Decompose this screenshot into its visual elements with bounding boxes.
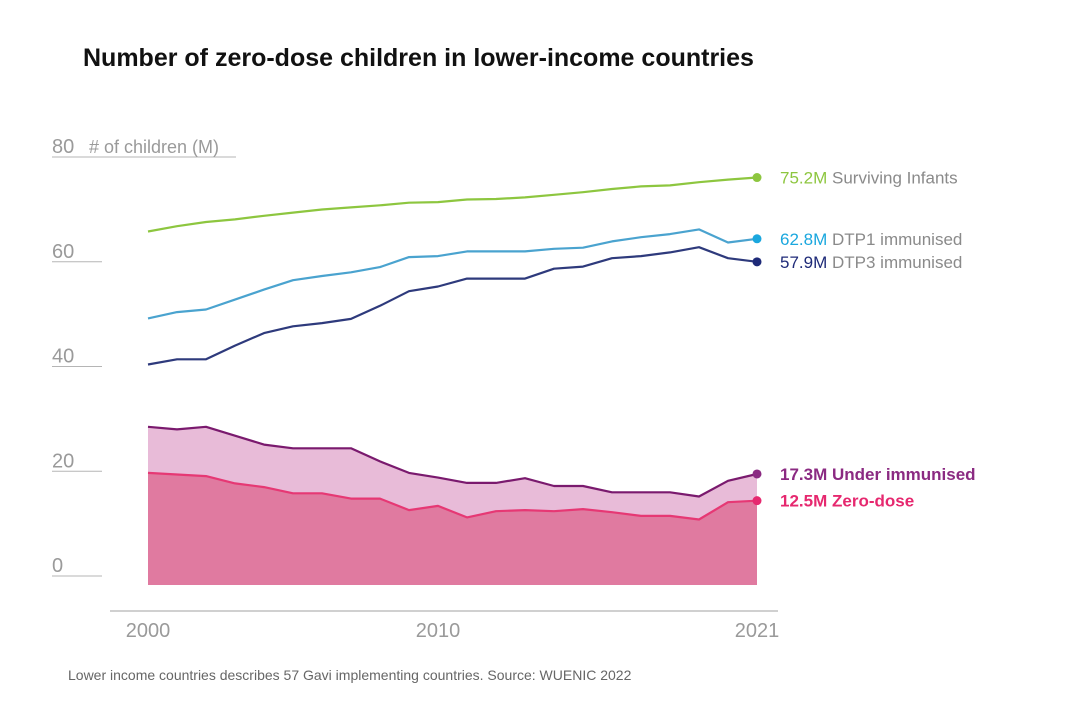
under-series-label: 17.3M Under immunised <box>780 465 976 484</box>
dtp1-name-label: DTP1 immunised <box>832 230 962 249</box>
y-tick-label-0: 0 <box>52 555 63 577</box>
under-line <box>147 425 758 498</box>
dtp1-series-label: 62.8M DTP1 immunised <box>780 230 962 249</box>
dtp1-end-dot <box>752 234 762 244</box>
series-end-dots <box>752 173 762 506</box>
surviving-name-label: Surviving Infants <box>832 169 958 188</box>
under-name-label: Under immunised <box>832 465 976 484</box>
dtp1-value-label: 62.8M <box>780 230 832 249</box>
y-tick-label-60: 60 <box>52 241 74 263</box>
zero-end-dot <box>752 496 762 506</box>
zero-dose-area <box>148 472 757 585</box>
under-immunised-area <box>148 426 757 520</box>
surviving-series-label: 75.2M Surviving Infants <box>780 169 958 188</box>
zero-series-label: 12.5M Zero-dose <box>780 492 914 511</box>
surviving-end-dot <box>752 173 762 183</box>
series-labels: 75.2M Surviving Infants 62.8M DTP1 immuni… <box>780 169 976 511</box>
dtp3-name-label: DTP3 immunised <box>832 253 962 272</box>
dtp3-line <box>147 246 758 366</box>
zero-name-label: Zero-dose <box>832 492 914 511</box>
x-tick-label-2010: 2010 <box>416 620 461 642</box>
zero-value-label: 12.5M <box>780 492 832 511</box>
zero-line <box>147 471 758 521</box>
x-axis: 2000 2010 2021 <box>110 610 780 642</box>
dtp3-series-label: 57.9M DTP3 immunised <box>780 253 962 272</box>
dtp3-value-label: 57.9M <box>780 253 832 272</box>
y-tick-label-80: 80 <box>52 136 74 158</box>
y-tick-label-40: 40 <box>52 346 74 368</box>
y-tick-label-20: 20 <box>52 450 74 472</box>
chart-title: Number of zero-dose children in lower-in… <box>83 44 754 72</box>
x-tick-label-2021: 2021 <box>735 620 780 642</box>
under-value-label: 17.3M <box>780 465 832 484</box>
chart-areas <box>148 426 757 585</box>
chart-lines <box>147 176 758 521</box>
x-tick-label-2000: 2000 <box>126 620 171 642</box>
source-note: Lower income countries describes 57 Gavi… <box>68 667 632 683</box>
surviving-line <box>147 176 758 233</box>
y-axis-title: # of children (M) <box>89 137 219 157</box>
surviving-value-label: 75.2M <box>780 169 832 188</box>
dtp1-line <box>147 228 758 320</box>
under-end-dot <box>752 469 762 479</box>
dtp3-end-dot <box>752 257 762 267</box>
y-axis: 0 20 40 60 80 # of children (M) <box>52 136 236 577</box>
